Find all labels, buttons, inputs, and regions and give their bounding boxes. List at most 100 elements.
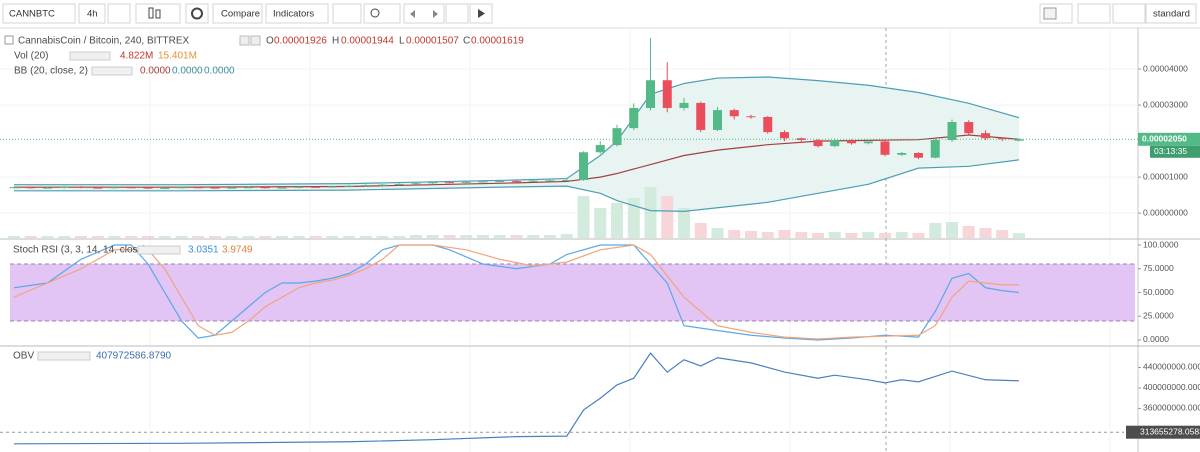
- main-legend: CannabisCoin / Bitcoin, 240, BITTREX O 0…: [4, 35, 524, 77]
- last-price-label: 0.00002050: [1142, 134, 1187, 144]
- symbol-box[interactable]: [2, 3, 76, 24]
- candle-body: [311, 186, 320, 188]
- volume-bar: [828, 232, 841, 238]
- legend-icons[interactable]: [37, 351, 91, 361]
- layout-icon: [1043, 7, 1057, 20]
- volume-bar: [778, 230, 791, 238]
- y-tick-label: 50.0000: [1143, 287, 1174, 297]
- volume-bar: [879, 233, 891, 238]
- volume-bar: [862, 232, 875, 238]
- legend-icons[interactable]: [91, 66, 133, 76]
- volume-bar: [1013, 233, 1025, 238]
- volume-bar: [41, 236, 54, 238]
- volume-value: 4.822M: [120, 51, 153, 62]
- volume-bar: [158, 236, 171, 238]
- obv-value: 407972586.8790: [96, 351, 172, 362]
- volume-bar: [527, 235, 540, 238]
- stoch-title: Stoch RSI (3, 3, 14, 14, close): [13, 245, 146, 256]
- volume-bar: [24, 236, 37, 238]
- volume-bar: [376, 236, 389, 238]
- volume-bar: [292, 236, 305, 238]
- volume-bar: [359, 236, 372, 238]
- candle-body: [227, 187, 237, 189]
- last-value-label: 313655278.0583: [1140, 426, 1200, 436]
- interval-box[interactable]: [78, 3, 106, 24]
- candle-body: [713, 110, 722, 130]
- candle-body: [76, 186, 86, 188]
- candle-body: [277, 187, 287, 189]
- candle-body: [696, 102, 706, 130]
- candle-body: [545, 180, 555, 182]
- candle-body: [595, 145, 605, 153]
- compare-button[interactable]: [212, 3, 263, 24]
- candle-body: [914, 152, 923, 158]
- countdown-box: [1150, 145, 1200, 158]
- collapse-icon[interactable]: [4, 35, 14, 45]
- stoch-legend: Stoch RSI (3, 3, 14, 14, close) 3.0351 3…: [13, 245, 253, 256]
- indicators-button[interactable]: [265, 3, 329, 24]
- candle-body: [327, 186, 337, 188]
- candle-body: [478, 181, 488, 183]
- candle-body: [662, 80, 672, 108]
- volume-bar: [795, 232, 808, 238]
- alert-button[interactable]: [332, 3, 362, 24]
- candle-body: [997, 138, 1007, 140]
- volume-bar: [728, 230, 741, 238]
- chart-style-button[interactable]: [135, 3, 181, 24]
- indicators-label[interactable]: Indicators: [273, 9, 314, 20]
- bb-value: 0.0000: [204, 66, 235, 77]
- candle-body: [461, 181, 471, 183]
- candle-body: [813, 140, 823, 147]
- layout-name[interactable]: standard: [1153, 9, 1190, 20]
- volume-bar: [661, 196, 674, 238]
- fullscreen-button[interactable]: [445, 3, 469, 24]
- save-button[interactable]: [1112, 3, 1146, 24]
- interval[interactable]: 4h: [87, 9, 98, 20]
- candle-body: [746, 116, 756, 118]
- candle-body: [863, 141, 873, 144]
- volume-bar: [929, 223, 942, 238]
- candle-icon: [155, 9, 161, 19]
- candle-body: [428, 182, 438, 184]
- undo-redo[interactable]: [403, 3, 445, 24]
- countdown: 03:13:35: [1154, 146, 1187, 156]
- y-tick-label: 0.00004000: [1143, 63, 1188, 73]
- candle-body: [445, 182, 454, 184]
- volume-bar: [75, 236, 87, 238]
- bb-title: BB (20, close, 2): [14, 66, 88, 77]
- volume-title: Vol (20): [14, 51, 48, 62]
- candle-body: [1014, 139, 1024, 141]
- candle-body: [43, 187, 52, 189]
- volume-bar: [460, 235, 473, 238]
- settings-button[interactable]: [185, 3, 209, 24]
- candle-body: [930, 140, 940, 158]
- volume-bar: [912, 233, 925, 238]
- legend-icons[interactable]: [137, 245, 181, 255]
- interval-dropdown[interactable]: [107, 3, 131, 24]
- candle-body: [562, 180, 572, 182]
- legend-icon[interactable]: [250, 35, 261, 46]
- compare-label[interactable]: Compare: [221, 9, 260, 20]
- ohlc-label: C: [463, 36, 470, 47]
- candle-body: [126, 187, 136, 189]
- candle-body: [528, 180, 538, 182]
- candle-body: [830, 140, 840, 147]
- volume-bar: [142, 236, 154, 238]
- legend-icon[interactable]: [239, 35, 250, 46]
- volume-bar: [761, 232, 774, 238]
- legend-icons[interactable]: [69, 51, 111, 61]
- y-tick-label: 360000000.0000: [1143, 403, 1200, 413]
- volume-bar: [175, 236, 188, 238]
- drawing-button[interactable]: [363, 3, 401, 24]
- y-tick-label: 400000000.0000: [1143, 382, 1200, 392]
- volume-bar: [962, 226, 975, 238]
- load-button[interactable]: [1077, 3, 1111, 24]
- symbol[interactable]: CANNBTC: [9, 9, 55, 20]
- candle-body: [244, 187, 253, 189]
- volume-bar: [477, 235, 489, 238]
- volume-bar: [711, 228, 724, 238]
- layout-name-box[interactable]: [1145, 3, 1197, 24]
- volume-bar: [996, 230, 1009, 238]
- volume-bar: [58, 236, 71, 238]
